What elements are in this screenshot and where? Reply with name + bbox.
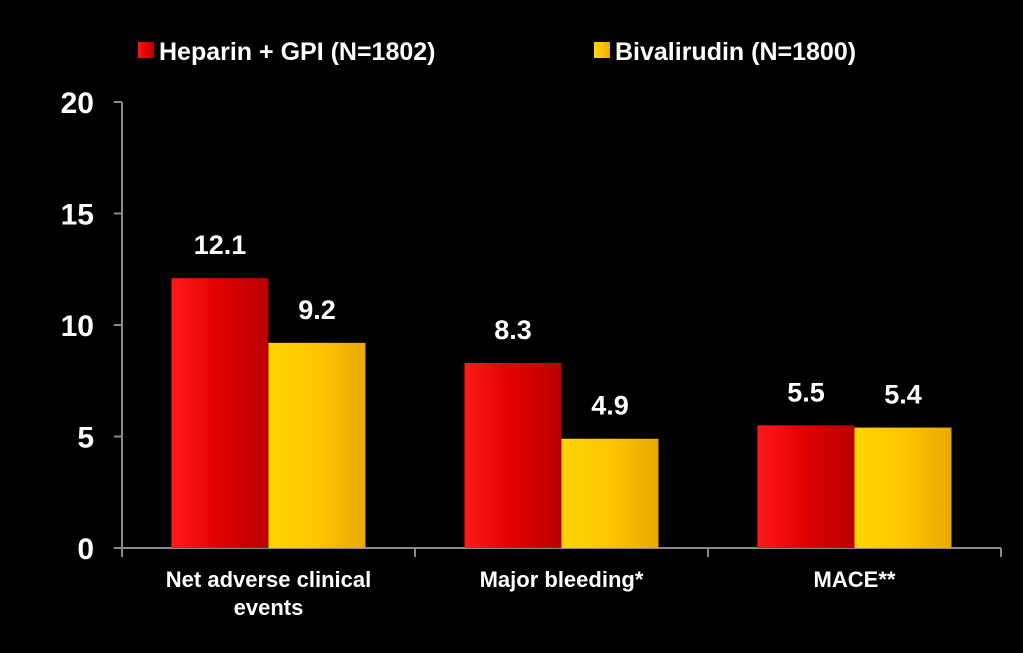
data-label: 5.4 (884, 380, 922, 410)
data-label: 9.2 (298, 295, 336, 325)
data-label: 4.9 (591, 391, 629, 421)
data-label: 5.5 (787, 377, 825, 407)
legend: Heparin + GPI (N=1802) Bivalirudin (N=180… (138, 38, 856, 66)
legend-swatch-bivalirudin (594, 42, 610, 58)
bars (171, 278, 952, 548)
y-tick-label: 15 (61, 199, 94, 232)
y-tick-label: 20 (61, 87, 94, 120)
legend-label-bivalirudin: Bivalirudin (N=1800) (615, 38, 856, 66)
y-tick-label: 10 (61, 310, 94, 343)
bar-bivalirudin (854, 427, 952, 548)
x-category-label: MACE** (814, 567, 896, 592)
bar-heparin-gpi (464, 362, 562, 548)
y-tick-label: 5 (77, 422, 94, 455)
x-category-label: Major bleeding* (480, 567, 644, 592)
legend-label-heparin-gpi: Heparin + GPI (N=1802) (159, 38, 436, 66)
x-category-label: Net adverse clinical events (166, 567, 371, 620)
y-tick-label: 0 (77, 533, 94, 566)
bar-heparin-gpi (171, 278, 269, 548)
legend-swatch-heparin-gpi (138, 42, 154, 58)
data-label: 12.1 (194, 230, 247, 260)
bar-bivalirudin (561, 438, 659, 548)
data-labels: 12.1 8.3 5.5 9.2 4.9 5.4 (194, 230, 922, 421)
data-label: 8.3 (494, 315, 532, 345)
bar-heparin-gpi (757, 425, 855, 548)
bar-bivalirudin (268, 342, 366, 548)
axes: 0 5 10 15 20 Net adverse clinical events Major … (61, 87, 1002, 620)
